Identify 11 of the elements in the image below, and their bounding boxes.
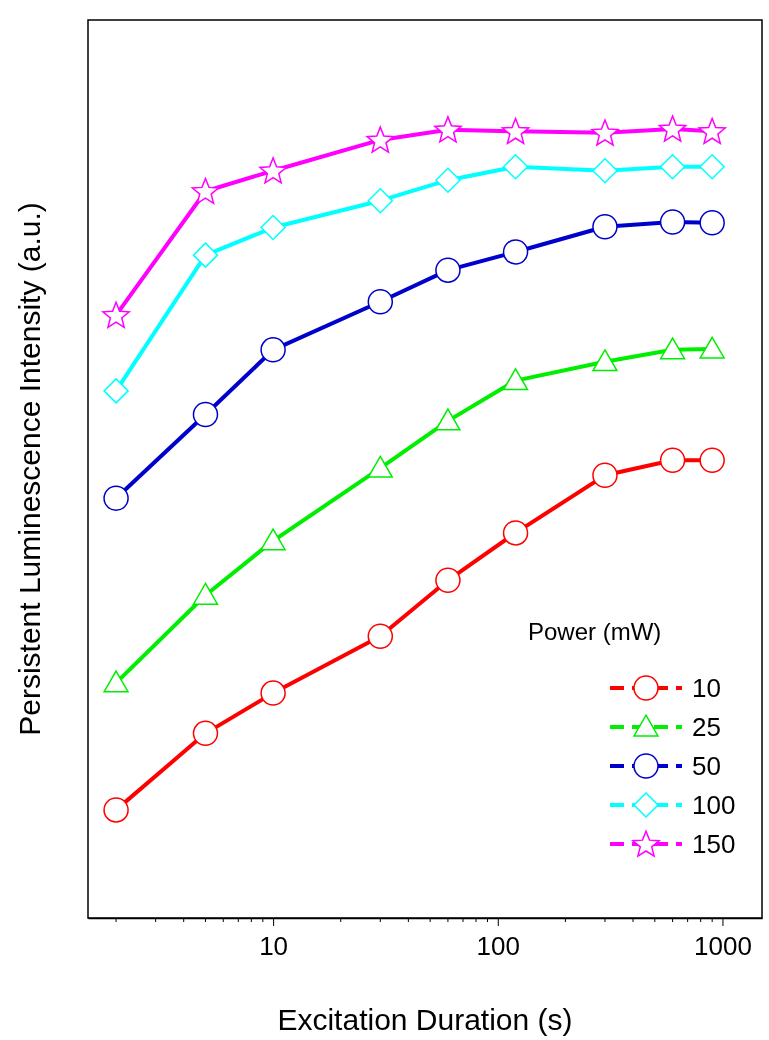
x-tick-label: 100: [476, 931, 520, 961]
x-tick-label: 10: [259, 931, 289, 961]
legend-label: 100: [692, 790, 736, 820]
x-axis-title: Excitation Duration (s): [277, 1003, 573, 1036]
legend-label: 50: [692, 751, 721, 781]
legend-label: 10: [692, 673, 721, 703]
legend-label: 25: [692, 712, 721, 742]
legend-title: Power (mW): [528, 618, 662, 645]
legend-label: 150: [692, 829, 736, 859]
x-tick-label: 1000: [694, 931, 752, 961]
y-axis-title: Persistent Luminescence Intensity (a.u.): [13, 202, 46, 736]
